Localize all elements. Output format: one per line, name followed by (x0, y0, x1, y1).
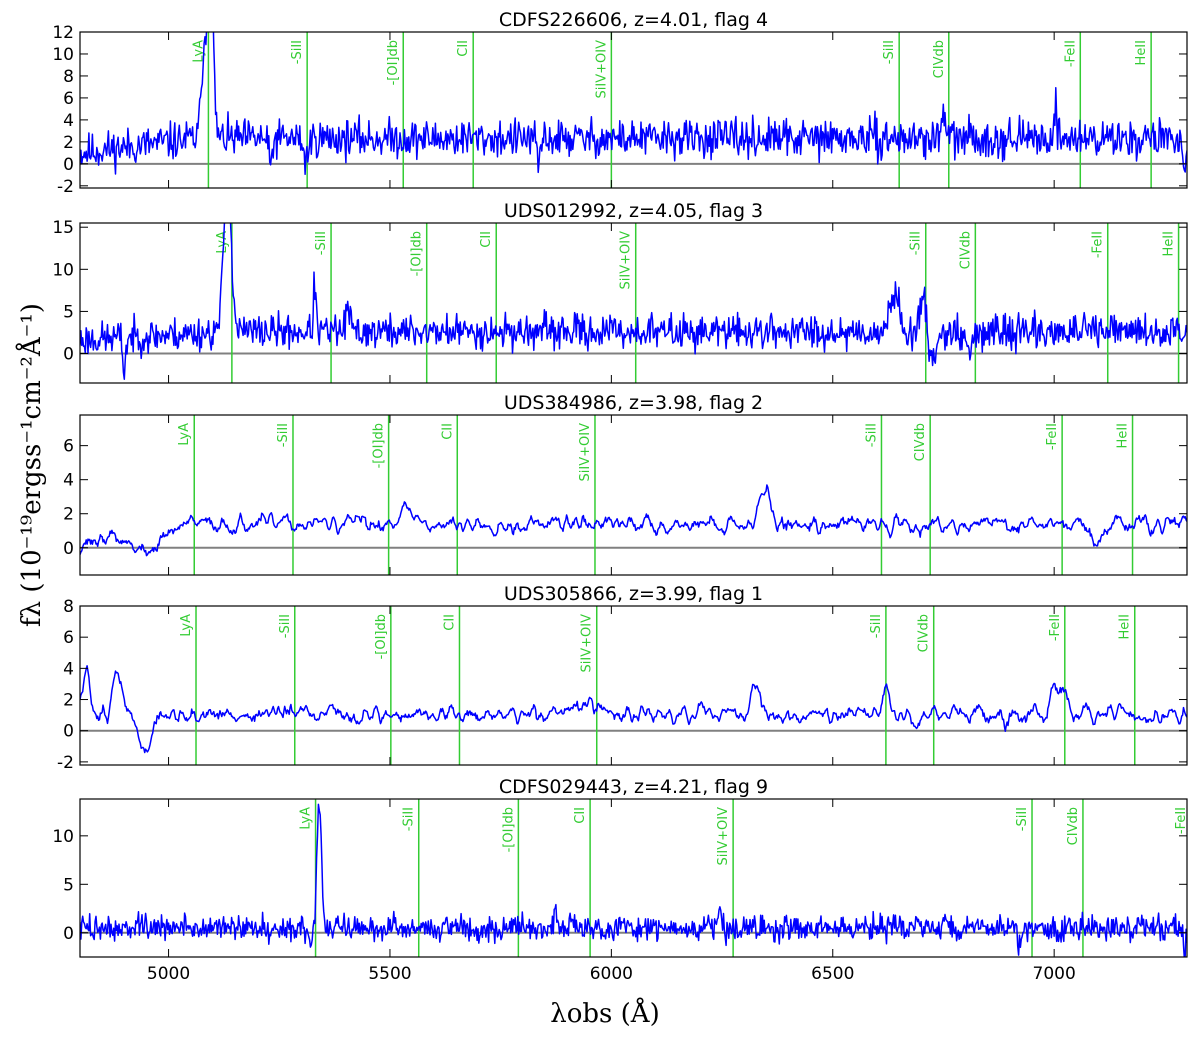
spectral-line-label: -FeII (1174, 807, 1189, 834)
spectral-line-label: CIVdb (913, 423, 928, 461)
spectral-line-label: -FeII (1063, 40, 1078, 67)
spectral-line-label: SiIV+OIV (619, 231, 634, 290)
y-tick-label: 4 (63, 111, 74, 131)
y-tick-label: 0 (63, 924, 74, 944)
spectral-line-label: SiIV+OIV (594, 40, 609, 99)
y-tick-label: -2 (57, 753, 74, 773)
spectral-line-label: -SiII (1015, 807, 1030, 831)
spectrum-line (80, 803, 1187, 957)
panel-2: UDS012992, z=4.05, flag 3 LyA -SiII -[OI]db… (52, 200, 1188, 384)
spectral-line-label: -[OI]db (372, 423, 387, 468)
y-tick-label: 4 (63, 659, 74, 679)
panel-frame (79, 798, 1188, 958)
panel-title: CDFS029443, z=4.21, flag 9 (499, 776, 768, 798)
spectral-line-label: -SiII (864, 423, 879, 447)
spectral-line-label: CII (440, 423, 455, 440)
spectrum-line (80, 223, 1187, 380)
y-tick-label: 2 (63, 133, 74, 153)
x-tick-label: 6500 (811, 964, 854, 984)
spectral-line-label: CIVdb (1066, 807, 1081, 845)
y-tick-label: 0 (63, 155, 74, 175)
panel-frame (79, 414, 1188, 576)
spectral-line-label: HeII (1162, 231, 1177, 256)
spectral-line-label: SiIV+OIV (716, 807, 731, 866)
spectral-line-label: -SiII (290, 40, 305, 64)
panel-4: UDS305866, z=3.99, flag 1 LyA -SiII -[OI]db… (57, 583, 1188, 773)
x-tick-label: 7000 (1033, 964, 1076, 984)
x-tick-label: 5000 (147, 964, 190, 984)
x-tick-labels: 5000 5500 6000 6500 7000 (147, 964, 1076, 984)
spectral-line-label: CII (456, 40, 471, 57)
spectral-line-label: CII (573, 807, 588, 824)
spectral-line-label: HeII (1118, 614, 1133, 639)
y-tick-label: 2 (63, 505, 74, 525)
spectral-line-label: -SiII (909, 231, 924, 255)
panel-1: CDFS226606, z=4.01, flag 4 LyA -SiII -[OI]d… (52, 9, 1188, 197)
y-tick-label: 5 (63, 875, 74, 895)
spectral-line-label: -FeII (1045, 423, 1060, 450)
y-tick-label: 0 (63, 345, 74, 365)
spectral-line-label: -SiII (276, 423, 291, 447)
spectral-line-label: -SiII (278, 614, 293, 638)
spectrum-line (80, 32, 1187, 176)
panels-group: CDFS226606, z=4.01, flag 4 LyA -SiII -[OI]d… (52, 9, 1189, 958)
spectrum-line (80, 665, 1187, 754)
panel-3: UDS384986, z=3.98, flag 2 LyA -SiII -[OI]db… (63, 392, 1188, 576)
spectral-line-label: CIVdb (917, 614, 932, 652)
spectral-line-label: -FeII (1091, 231, 1106, 258)
y-tick-label: 4 (63, 471, 74, 491)
spectral-line-label: -SiII (882, 40, 897, 64)
y-tick-label: 2 (63, 691, 74, 711)
spectral-line-label: -[OI]db (410, 231, 425, 276)
y-tick-label: 8 (63, 67, 74, 87)
spectral-line-label: CII (442, 614, 457, 631)
panel-title: UDS305866, z=3.99, flag 1 (504, 583, 763, 605)
spectral-line-label: SiIV+OIV (578, 423, 593, 482)
y-tick-label: -2 (57, 177, 74, 197)
spectral-line-label: LyA (179, 614, 194, 637)
panel-title: CDFS226606, z=4.01, flag 4 (499, 9, 768, 31)
panel-5: CDFS029443, z=4.21, flag 9 LyA -SiII -[OI]d… (52, 776, 1189, 958)
y-tick-label: 10 (52, 827, 74, 847)
y-tick-label: 10 (52, 260, 74, 280)
y-tick-label: 15 (52, 218, 74, 238)
x-tick-label: 6000 (590, 964, 633, 984)
y-tick-label: 8 (63, 597, 74, 617)
spectral-line-label: LyA (191, 40, 206, 63)
spectrum-line (80, 484, 1187, 557)
spectral-line-label: -[OI]db (501, 807, 516, 852)
y-tick-label: 10 (52, 45, 74, 65)
spectral-line-label: -[OI]db (374, 614, 389, 659)
panel-frame (79, 222, 1188, 384)
spectral-line-label: HeII (1116, 423, 1131, 448)
panel-frame (79, 605, 1188, 766)
y-tick-label: 6 (63, 437, 74, 457)
spectral-line-label: -[OI]db (386, 40, 401, 85)
panel-title: UDS012992, z=4.05, flag 3 (504, 200, 763, 222)
spectral-line-label: LyA (215, 231, 230, 254)
y-tick-label: 6 (63, 89, 74, 109)
y-axis-label: fλ (10⁻¹⁹ergss⁻¹cm⁻²Å⁻¹) (15, 303, 47, 627)
spectral-line-label: CIVdb (958, 231, 973, 269)
x-tick-label: 5500 (368, 964, 411, 984)
spectral-line-label: -SiII (402, 807, 417, 831)
spectral-line-label: HeII (1134, 40, 1149, 65)
panel-frame (79, 31, 1188, 189)
spectral-line-label: -SiII (314, 231, 329, 255)
y-tick-label: 5 (63, 302, 74, 322)
panel-title: UDS384986, z=3.98, flag 2 (504, 392, 763, 414)
spectral-line-label: LyA (177, 423, 192, 446)
y-tick-label: 6 (63, 628, 74, 648)
spectral-line-label: SiIV+OIV (580, 614, 595, 673)
spectral-line-label: LyA (299, 807, 314, 830)
spectral-line-label: CII (479, 231, 494, 248)
y-tick-label: 12 (52, 23, 74, 43)
spectral-line-label: CIVdb (932, 40, 947, 78)
y-tick-label: 0 (63, 722, 74, 742)
spectral-line-label: -SiII (869, 614, 884, 638)
spectral-line-label: -FeII (1048, 614, 1063, 641)
y-tick-label: 0 (63, 539, 74, 559)
x-axis-label: λobs (Å) (550, 997, 659, 1029)
